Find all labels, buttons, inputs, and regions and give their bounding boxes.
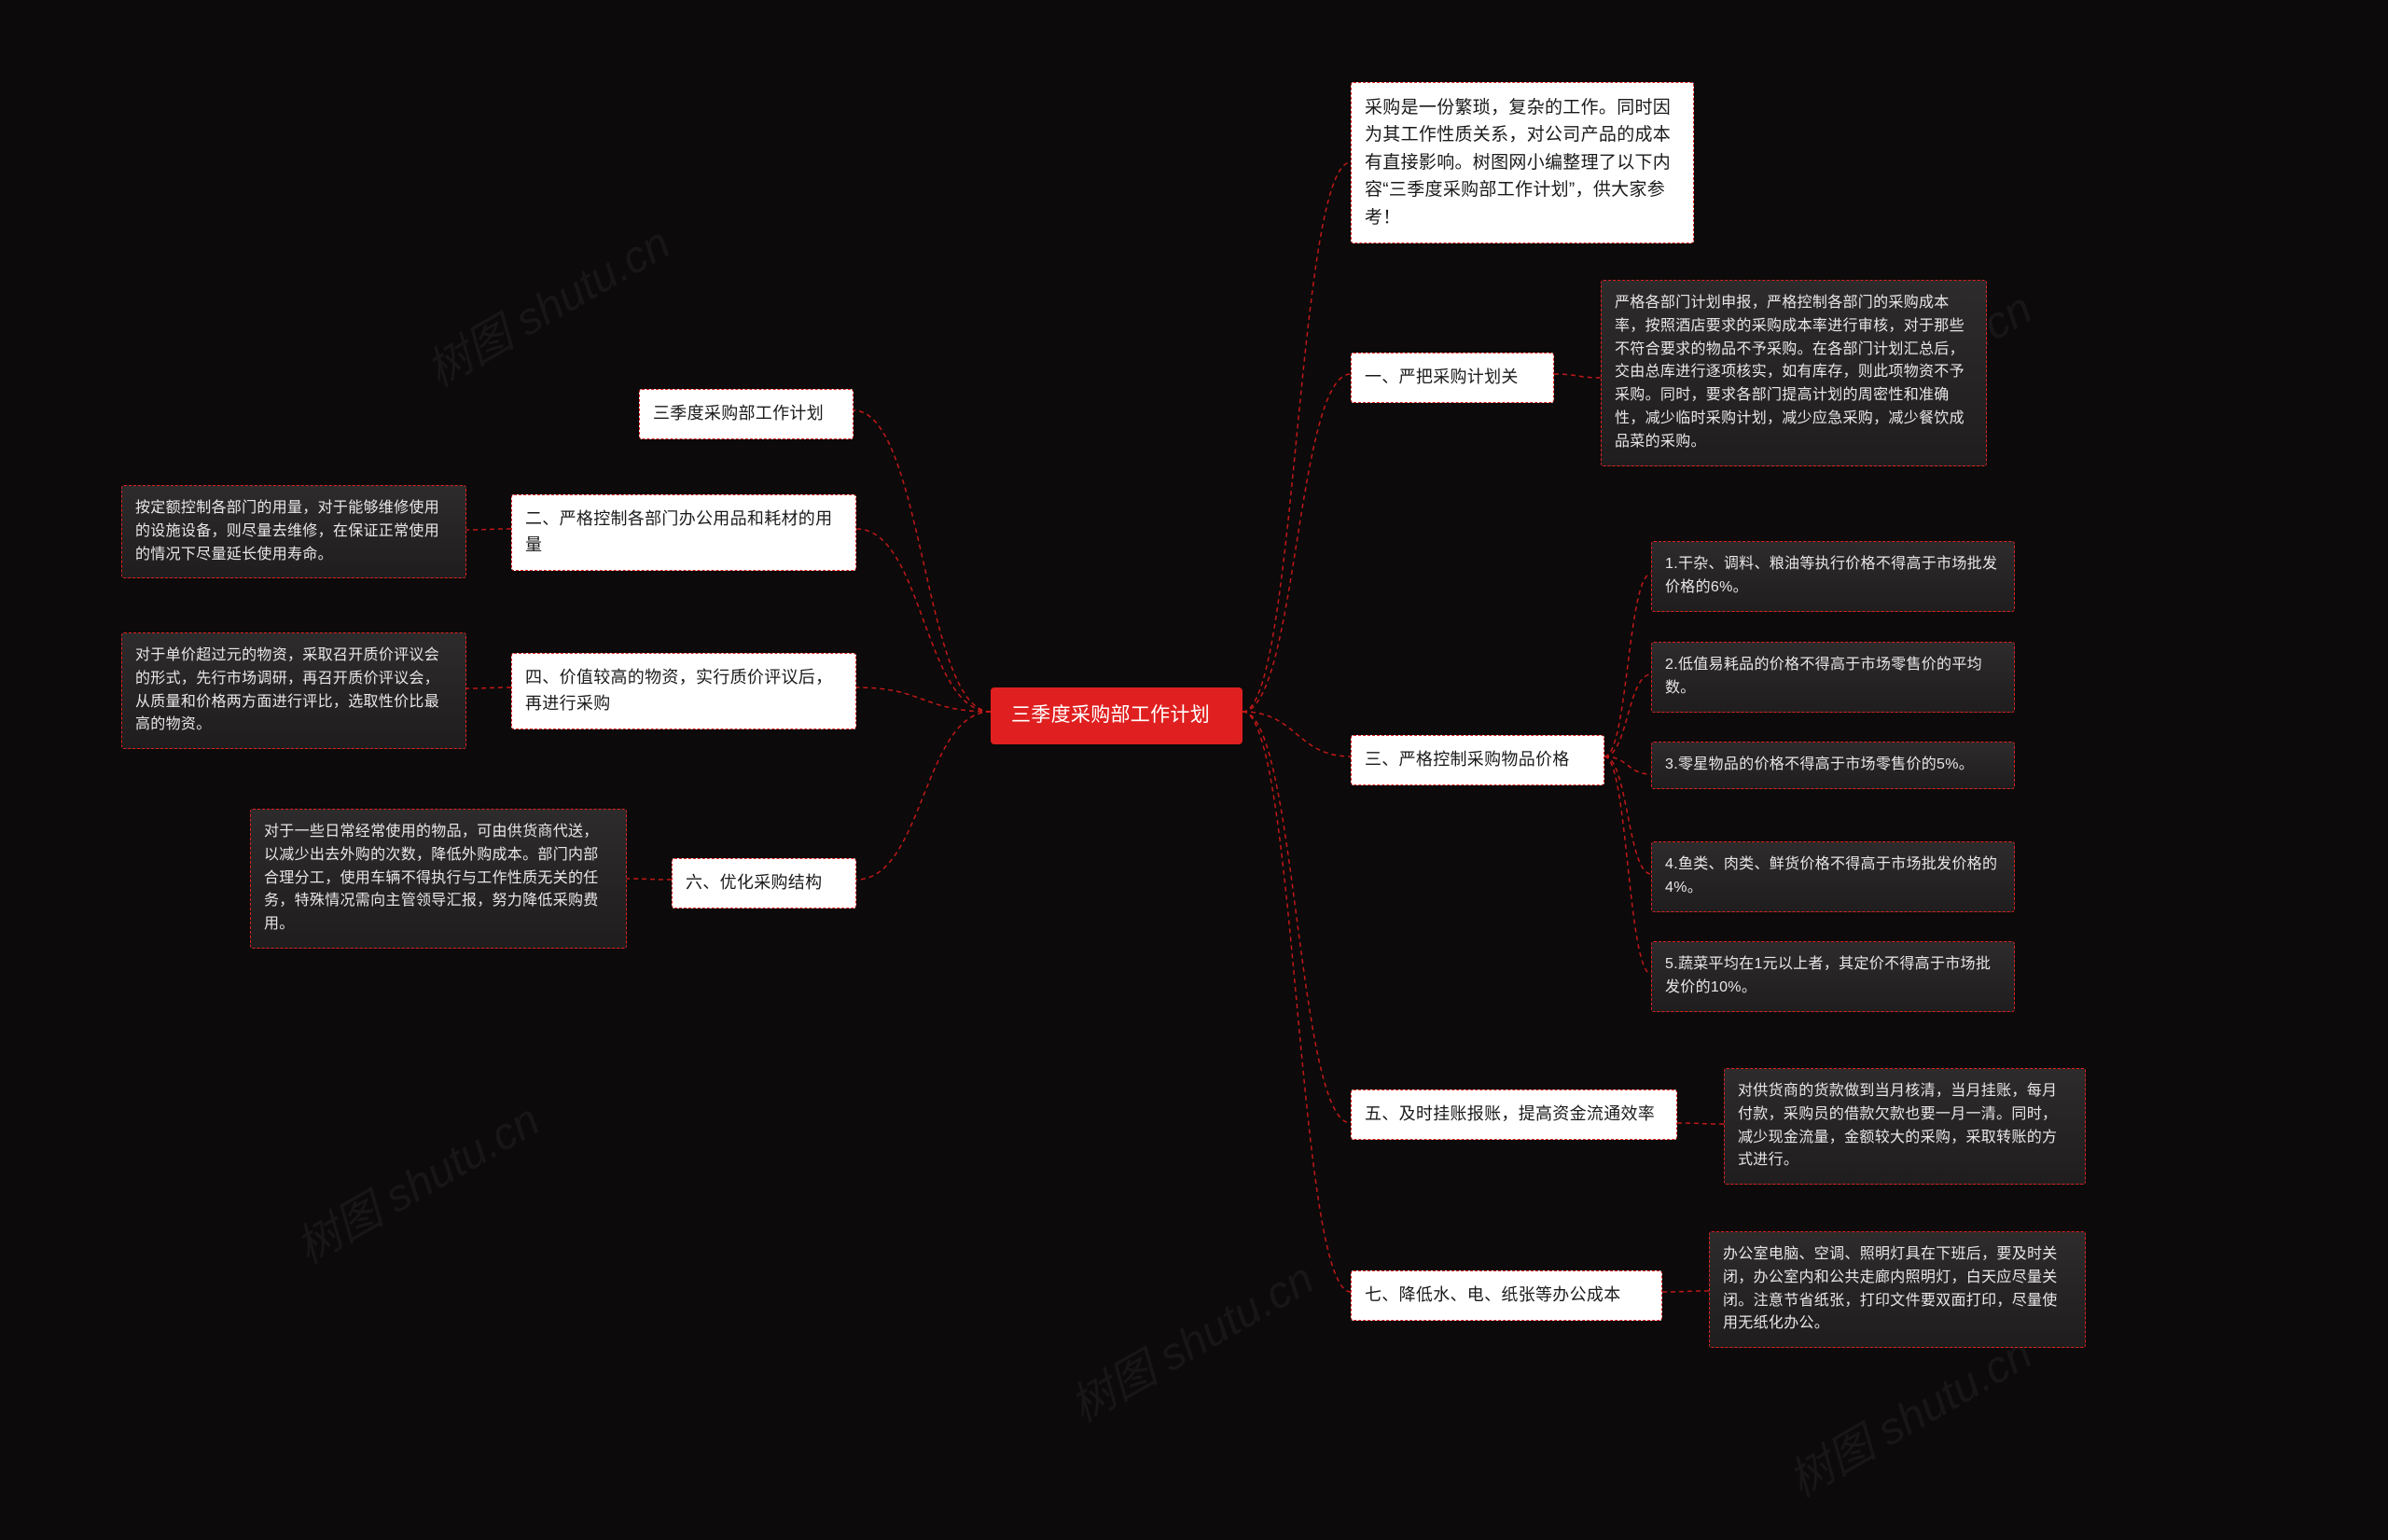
leaf-node[interactable]: 办公室电脑、空调、照明灯具在下班后，要及时关闭，办公室内和公共走廊内照明灯，白天… bbox=[1709, 1231, 2086, 1348]
watermark: 树图 shutu.cn bbox=[282, 1084, 549, 1276]
branch-node-r4[interactable]: 七、降低水、电、纸张等办公成本 bbox=[1351, 1270, 1662, 1321]
branch-node-r2[interactable]: 三、严格控制采购物品价格 bbox=[1351, 735, 1604, 785]
leaf-node[interactable]: 严格各部门计划申报，严格控制各部门的采购成本率，按照酒店要求的采购成本率进行审核… bbox=[1601, 280, 1987, 466]
watermark: 树图 shutu.cn bbox=[1056, 1242, 1324, 1435]
watermark: 树图 shutu.cn bbox=[412, 207, 680, 399]
mindmap-canvas: 树图 shutu.cn 树图 shutu.cn 树图 shutu.cn 树图 s… bbox=[0, 0, 2388, 1540]
leaf-node[interactable]: 3.零星物品的价格不得高于市场零售价的5%。 bbox=[1651, 742, 2015, 789]
branch-node-r1[interactable]: 一、严把采购计划关 bbox=[1351, 353, 1554, 403]
leaf-node[interactable]: 2.低值易耗品的价格不得高于市场零售价的平均数。 bbox=[1651, 642, 2015, 713]
leaf-node[interactable]: 对于一些日常经常使用的物品，可由供货商代送，以减少出去外购的次数，降低外购成本。… bbox=[250, 809, 627, 949]
branch-node-l2[interactable]: 二、严格控制各部门办公用品和耗材的用量 bbox=[511, 494, 856, 571]
leaf-node[interactable]: 按定额控制各部门的用量，对于能够维修使用的设施设备，则尽量去维修，在保证正常使用… bbox=[121, 485, 466, 578]
leaf-node[interactable]: 对供货商的货款做到当月核清，当月挂账，每月付款，采购员的借款欠款也要一月一清。同… bbox=[1724, 1068, 2086, 1185]
branch-node-l4[interactable]: 六、优化采购结构 bbox=[672, 858, 856, 909]
root-node[interactable]: 三季度采购部工作计划 bbox=[991, 687, 1243, 744]
leaf-node[interactable]: 1.干杂、调料、粮油等执行价格不得高于市场批发价格的6%。 bbox=[1651, 541, 2015, 612]
leaf-node[interactable]: 4.鱼类、肉类、鲜货价格不得高于市场批发价格的4%。 bbox=[1651, 841, 2015, 912]
branch-node-r0-intro[interactable]: 采购是一份繁琐，复杂的工作。同时因为其工作性质关系，对公司产品的成本有直接影响。… bbox=[1351, 82, 1694, 243]
branch-node-l3[interactable]: 四、价值较高的物资，实行质价评议后，再进行采购 bbox=[511, 653, 856, 729]
leaf-node[interactable]: 5.蔬菜平均在1元以上者，其定价不得高于市场批发价的10%。 bbox=[1651, 941, 2015, 1012]
branch-node-r3[interactable]: 五、及时挂账报账，提高资金流通效率 bbox=[1351, 1089, 1677, 1140]
leaf-node[interactable]: 对于单价超过元的物资，采取召开质价评议会的形式，先行市场调研，再召开质价评议会，… bbox=[121, 632, 466, 749]
branch-node-l1[interactable]: 三季度采购部工作计划 bbox=[639, 389, 854, 439]
